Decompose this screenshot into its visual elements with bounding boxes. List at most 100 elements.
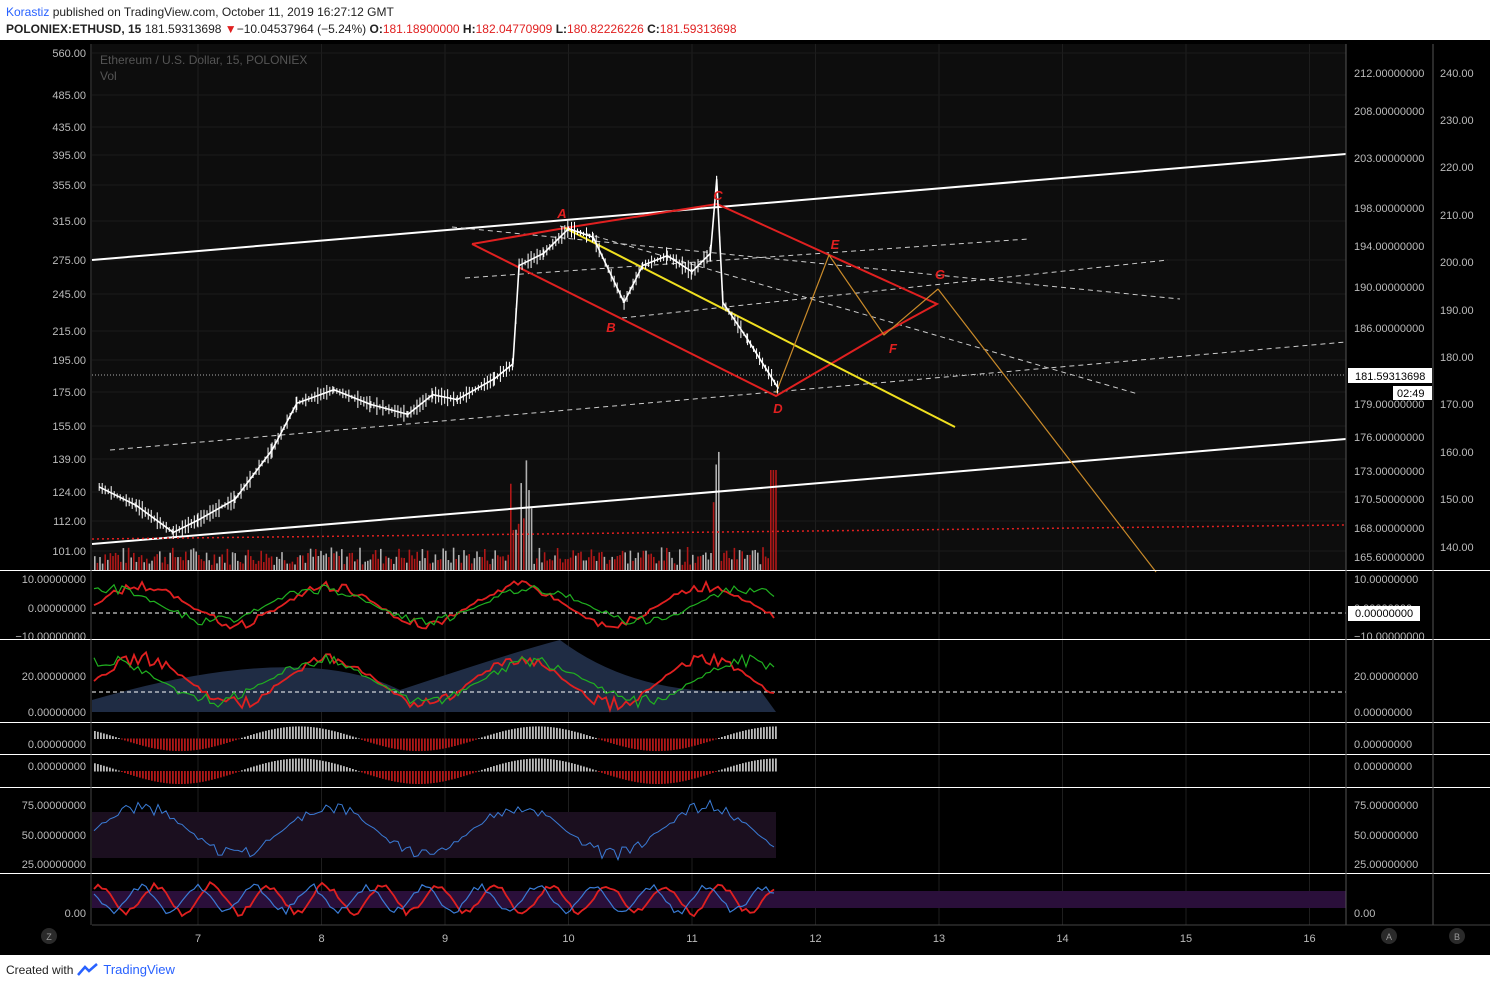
histogram-bar: [736, 764, 738, 772]
histogram-bar: [394, 738, 396, 749]
histogram-bar: [157, 771, 159, 782]
histogram-bar: [604, 771, 606, 774]
volume-bar: [224, 562, 226, 570]
volume-bar: [452, 547, 455, 570]
volume-bar: [694, 562, 697, 570]
pane-right-tick-label: −10.00000000: [1354, 631, 1425, 643]
histogram-bar: [418, 738, 420, 752]
indicator-panes: 10.00000000 10.00000000 0.00000000 0.000000…: [0, 570, 1490, 920]
volume-bar: [387, 557, 390, 570]
volume-bar: [177, 557, 179, 570]
volume-bar: [179, 556, 182, 570]
volume-bar: [159, 551, 161, 570]
histogram-bar: [337, 732, 339, 739]
volume-bar: [117, 554, 119, 570]
volume-bar: [718, 451, 720, 570]
volume-bar: [559, 558, 561, 570]
histogram-bar: [130, 771, 132, 775]
footer: Created with TradingView: [6, 962, 175, 977]
histogram-bar: [319, 760, 321, 772]
histogram-bar: [394, 771, 396, 782]
change-value: −10.04537964 (−5.24%): [236, 22, 367, 36]
volume-bar: [564, 559, 567, 570]
volume-bar: [666, 547, 668, 570]
histogram-bar: [670, 771, 672, 784]
histogram-bar: [646, 771, 648, 784]
histogram-bar: [658, 771, 660, 784]
histogram-bar: [691, 738, 693, 747]
volume-bar: [289, 563, 291, 570]
indicator-line-a: [93, 799, 775, 862]
histogram-bar: [487, 735, 489, 739]
histogram-bar: [595, 770, 597, 772]
tradingview-link[interactable]: TradingView: [103, 962, 175, 977]
histogram-bar: [454, 771, 456, 779]
volume-bar: [291, 561, 294, 570]
volume-bar: [333, 553, 335, 570]
volume-bar: [148, 563, 151, 570]
histogram-bar: [271, 729, 273, 739]
pattern-label-e: E: [831, 237, 840, 252]
volume-bar: [738, 550, 741, 570]
histogram-bar: [199, 771, 201, 783]
histogram-bar: [100, 764, 102, 772]
histogram-bar: [610, 771, 612, 776]
histogram-bar: [415, 738, 417, 752]
histogram-bar: [439, 738, 441, 750]
histogram-bar: [343, 733, 345, 739]
volume-bar: [681, 564, 684, 570]
histogram-bar: [400, 738, 402, 750]
volume-bar: [679, 549, 681, 570]
volume-bar: [135, 561, 138, 570]
histogram-bar: [364, 738, 366, 741]
histogram-bar: [733, 765, 735, 772]
histogram-bar: [565, 729, 567, 739]
volume-bar: [582, 560, 585, 570]
histogram-bar: [520, 727, 522, 739]
volume-bar: [689, 564, 691, 570]
countdown-text: 02:49: [1397, 388, 1425, 400]
histogram-bar: [214, 738, 216, 747]
volume-bar: [398, 548, 400, 570]
histogram-bar: [391, 771, 393, 782]
volume-bar: [265, 553, 268, 570]
histogram-bar: [607, 771, 609, 775]
volume-bar: [96, 562, 99, 570]
author-link[interactable]: Korastiz: [6, 5, 50, 19]
histogram-bar: [238, 771, 240, 772]
volume-bar: [510, 483, 512, 570]
pattern-labels: A B C D E F G: [556, 188, 945, 416]
chart-area[interactable]: A B C D E F G 10.00000000 10.00000000 0.00000000…: [0, 40, 1490, 955]
histogram-bar: [268, 762, 270, 772]
histogram-bar: [631, 738, 633, 749]
histogram-bar: [586, 767, 588, 772]
histogram-bar: [325, 761, 327, 772]
histogram-bar: [517, 760, 519, 772]
volume-bar: [460, 562, 463, 570]
histogram-bar: [667, 738, 669, 751]
histogram-bar: [199, 738, 201, 750]
histogram-bar: [118, 770, 120, 772]
histogram-bar: [730, 766, 732, 772]
volume-bar: [296, 557, 299, 570]
pane-right-tick-label: 20.00000000: [1354, 671, 1418, 683]
histogram-bar: [652, 771, 654, 784]
histogram-bar: [673, 771, 675, 783]
histogram-bar: [619, 738, 621, 746]
histogram-bar: [433, 738, 435, 751]
volume-bar: [484, 549, 486, 570]
volume-bar: [252, 559, 255, 570]
histogram-bar: [202, 738, 204, 749]
volume-bar: [731, 559, 733, 570]
chart-svg[interactable]: A B C D E F G 10.00000000 10.00000000 0.00000000…: [0, 40, 1490, 955]
histogram-bar: [766, 726, 768, 739]
far-right-axis-tick-label: 140.00: [1440, 542, 1474, 554]
volume-bar: [315, 549, 317, 570]
x-axis-tick-label: 16: [1303, 933, 1315, 945]
volume-bar: [390, 559, 392, 570]
volume-bar: [655, 563, 658, 570]
histogram-bar: [688, 771, 690, 780]
histogram-bar: [364, 771, 366, 774]
histogram-bar: [145, 738, 147, 747]
volume-bar: [143, 562, 145, 570]
